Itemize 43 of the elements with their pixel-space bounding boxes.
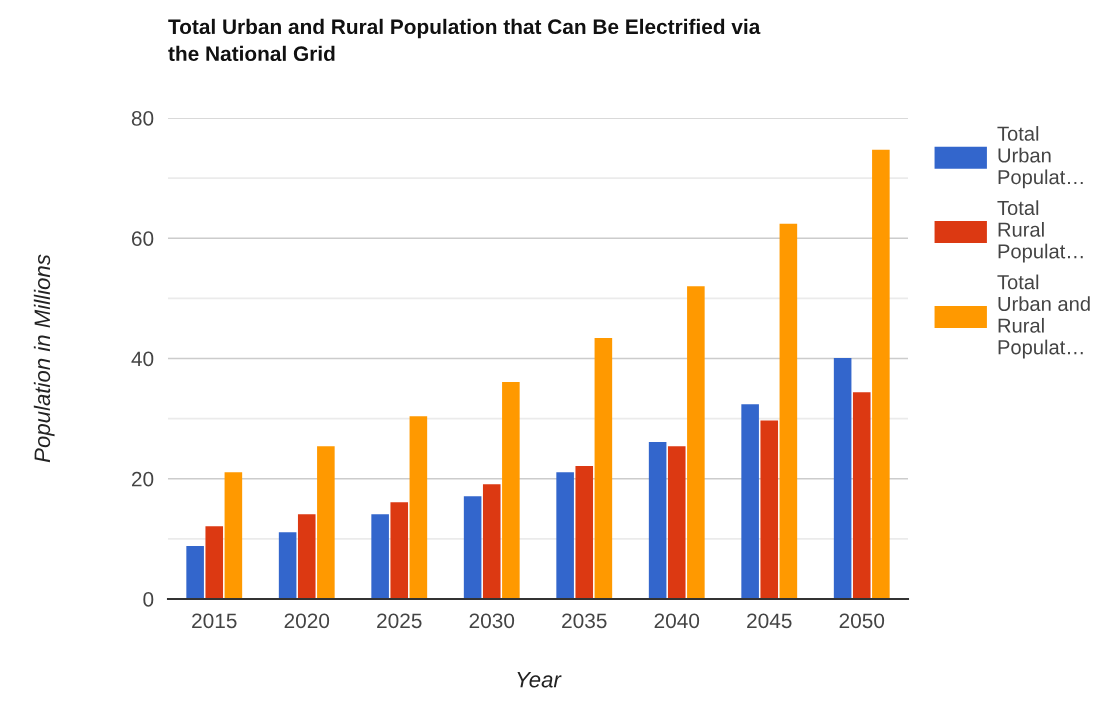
x-tick-label: 2045 [747,613,792,629]
bar [667,446,686,599]
bar [205,526,224,599]
legend-label: Total Urban Populat… [997,126,1083,189]
y-tick-label: 60 [132,231,154,246]
y-tick-label: 80 [131,111,154,126]
x-tick-label: 2050 [839,613,885,629]
x-tick-label: 2030 [469,613,515,629]
bar [687,286,705,599]
x-tick-label: 2035 [562,613,607,629]
bar [278,532,297,599]
bar [556,472,574,599]
bar [224,472,243,599]
bar [297,514,316,599]
x-tick-label: 2040 [654,613,700,629]
y-tick-label: 0 [143,592,154,607]
bar [409,416,428,599]
y-axis-title: Population in Millions [33,254,55,463]
chart-title: Total Urban and Rural Population that Can Be Electrified via the National Grid [168,18,761,62]
bar [741,404,759,599]
bar [833,357,852,599]
bar [648,442,667,599]
legend-label: Total Rural Populat… [997,200,1083,263]
y-tick-label: 40 [131,351,154,367]
x-tick-label: 2015 [192,613,237,629]
bar [594,338,613,599]
bar [463,496,482,599]
bar [779,223,798,599]
bar [872,149,890,599]
bar [371,514,389,599]
legend-label: Total Urban and Rural Populat… [997,274,1090,359]
bar [760,420,779,599]
bar [852,392,871,599]
y-tick-label: 20 [131,471,154,487]
x-tick-label: 2020 [284,613,330,629]
bar [317,446,335,599]
x-axis-title: Year [517,672,562,688]
bar [575,466,594,599]
bar [482,484,501,599]
bar [390,502,409,599]
bar [186,546,204,599]
bar [502,381,520,599]
x-tick-label: 2025 [377,613,422,629]
